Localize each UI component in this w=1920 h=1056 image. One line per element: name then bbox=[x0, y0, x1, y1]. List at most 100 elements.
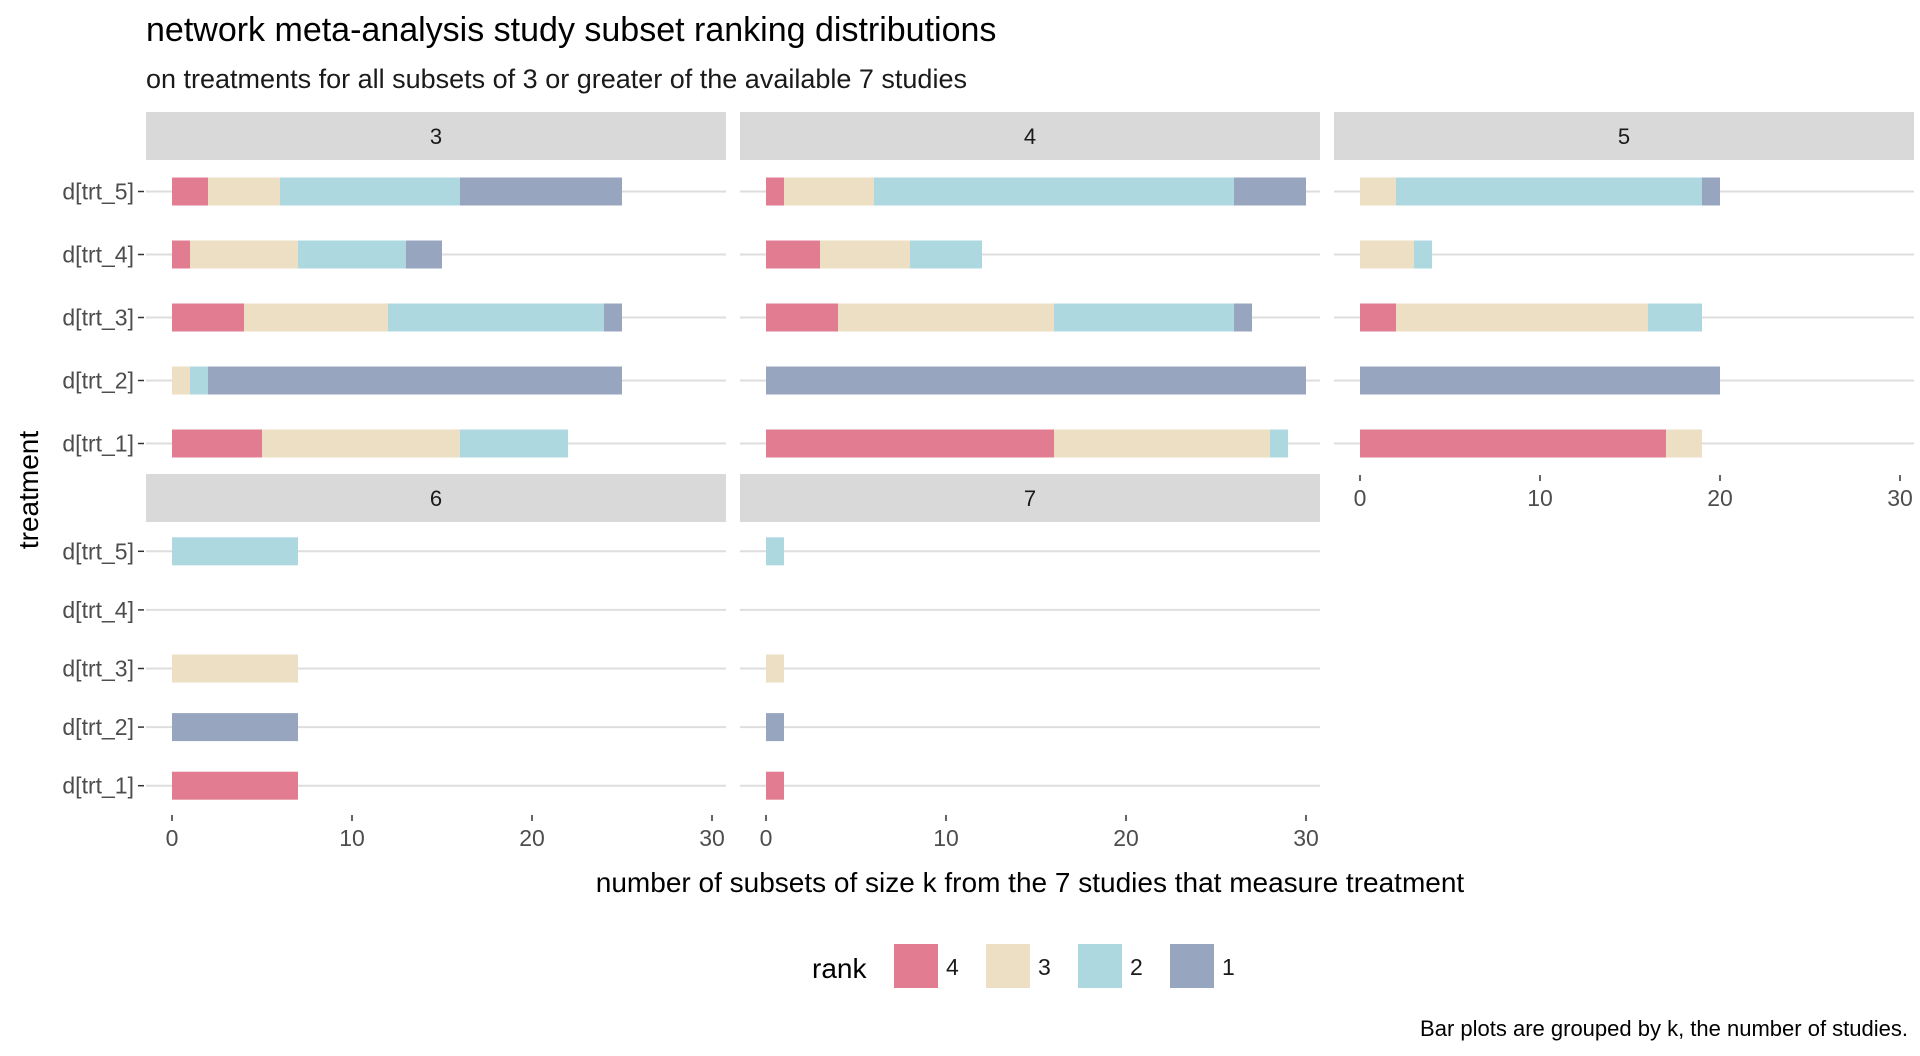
legend-label: 2 bbox=[1130, 954, 1143, 980]
bar-segment-rank-2 bbox=[1054, 303, 1234, 332]
bar-segment-rank-2 bbox=[1396, 177, 1702, 206]
bar-segment-rank-4 bbox=[172, 303, 244, 332]
bar-segment-rank-4 bbox=[766, 240, 820, 269]
x-tick-label: 0 bbox=[1354, 485, 1367, 511]
y-axis-label: treatment bbox=[13, 431, 44, 549]
legend-key-rank-1 bbox=[1170, 944, 1214, 988]
facet-strip bbox=[740, 112, 1320, 160]
bar-segment-rank-3 bbox=[838, 303, 1054, 332]
legend-label: 3 bbox=[1038, 954, 1051, 980]
facet-strip bbox=[146, 112, 726, 160]
bar-segment-rank-4 bbox=[766, 771, 784, 800]
x-tick-label: 20 bbox=[1707, 485, 1733, 511]
legend-key-rank-4 bbox=[894, 944, 938, 988]
facet-5: 5 0 10 20 30 bbox=[1334, 112, 1914, 511]
legend-label: 1 bbox=[1222, 954, 1235, 980]
x-tick-label: 10 bbox=[339, 825, 365, 851]
bar-segment-rank-1 bbox=[1234, 177, 1306, 206]
facet-strip bbox=[740, 474, 1320, 522]
bar-segment-rank-4 bbox=[172, 177, 208, 206]
facet-6: 6 d[trt_1] d[trt_2] d[trt_3] d[trt_4] d[trt_5… bbox=[62, 474, 726, 851]
bar-segment-rank-3 bbox=[1360, 240, 1414, 269]
bar-segment-rank-1 bbox=[766, 713, 784, 742]
chart-subtitle: on treatments for all subsets of 3 or gr… bbox=[146, 64, 967, 94]
chart-title: network meta-analysis study subset ranki… bbox=[146, 11, 996, 49]
bar-segment-rank-2 bbox=[766, 537, 784, 566]
bar-segment-rank-4 bbox=[766, 303, 838, 332]
facets-layer: 3 d[trt_1] d[trt_2] d[trt_3] d[trt_4] d[trt_5… bbox=[62, 112, 1914, 851]
bar-segment-rank-3 bbox=[1666, 429, 1702, 458]
x-tick-label: 0 bbox=[760, 825, 773, 851]
y-tick-label: d[trt_1] bbox=[62, 773, 134, 799]
bar-segment-rank-3 bbox=[190, 240, 298, 269]
chart-caption: Bar plots are grouped by k, the number o… bbox=[1420, 1016, 1908, 1041]
bar-segment-rank-3 bbox=[766, 654, 784, 683]
facet-strip bbox=[1334, 112, 1914, 160]
y-tick-label: d[trt_4] bbox=[62, 242, 134, 268]
bar-segment-rank-3 bbox=[172, 654, 298, 683]
bar-segment-rank-2 bbox=[298, 240, 406, 269]
x-axis-label: number of subsets of size k from the 7 s… bbox=[596, 867, 1465, 898]
bar-segment-rank-1 bbox=[1360, 366, 1720, 395]
bar-segment-rank-3 bbox=[784, 177, 874, 206]
bar-segment-rank-1 bbox=[208, 366, 622, 395]
y-tick-label: d[trt_1] bbox=[62, 431, 134, 457]
bar-segment-rank-1 bbox=[1234, 303, 1252, 332]
bar-segment-rank-2 bbox=[280, 177, 460, 206]
bar-segment-rank-1 bbox=[604, 303, 622, 332]
x-tick-label: 20 bbox=[519, 825, 545, 851]
facet-strip-label: 7 bbox=[1024, 486, 1036, 511]
y-tick-label: d[trt_5] bbox=[62, 538, 134, 564]
bar-segment-rank-4 bbox=[172, 240, 190, 269]
bar-segment-rank-2 bbox=[1648, 303, 1702, 332]
bar-segment-rank-3 bbox=[1396, 303, 1648, 332]
bar-segment-rank-1 bbox=[1702, 177, 1720, 206]
x-tick-label: 30 bbox=[1887, 485, 1913, 511]
facet-7: 7 0 10 20 30 bbox=[740, 474, 1320, 851]
bar-segment-rank-2 bbox=[874, 177, 1234, 206]
legend-key-rank-2 bbox=[1078, 944, 1122, 988]
y-tick-label: d[trt_2] bbox=[62, 714, 134, 740]
bar-segment-rank-4 bbox=[172, 429, 262, 458]
bar-segment-rank-4 bbox=[766, 177, 784, 206]
bar-segment-rank-3 bbox=[172, 366, 190, 395]
y-tick-label: d[trt_4] bbox=[62, 597, 134, 623]
bar-segment-rank-1 bbox=[766, 366, 1306, 395]
y-tick-label: d[trt_3] bbox=[62, 305, 134, 331]
facet-strip-label: 4 bbox=[1024, 124, 1036, 149]
y-tick-label: d[trt_3] bbox=[62, 656, 134, 682]
x-tick-label: 10 bbox=[933, 825, 959, 851]
x-tick-label: 20 bbox=[1113, 825, 1139, 851]
x-tick-label: 30 bbox=[1293, 825, 1319, 851]
legend-key-rank-3 bbox=[986, 944, 1030, 988]
facet-4: 4 bbox=[740, 112, 1320, 458]
bar-segment-rank-3 bbox=[1054, 429, 1270, 458]
bar-segment-rank-4 bbox=[172, 771, 298, 800]
bar-segment-rank-1 bbox=[172, 713, 298, 742]
bar-segment-rank-3 bbox=[208, 177, 280, 206]
y-tick-label: d[trt_2] bbox=[62, 368, 134, 394]
facet-strip-label: 6 bbox=[430, 486, 442, 511]
bar-segment-rank-3 bbox=[820, 240, 910, 269]
facet-strip-label: 5 bbox=[1618, 124, 1630, 149]
x-tick-label: 0 bbox=[166, 825, 179, 851]
x-tick-label: 10 bbox=[1527, 485, 1553, 511]
legend-title: rank bbox=[812, 953, 867, 984]
bar-segment-rank-3 bbox=[262, 429, 460, 458]
bar-segment-rank-4 bbox=[1360, 303, 1396, 332]
bar-segment-rank-4 bbox=[1360, 429, 1666, 458]
facet-strip bbox=[146, 474, 726, 522]
legend-label: 4 bbox=[946, 954, 959, 980]
bar-segment-rank-2 bbox=[190, 366, 208, 395]
facet-3: 3 d[trt_1] d[trt_2] d[trt_3] d[trt_4] d[trt_5… bbox=[62, 112, 726, 458]
x-tick-label: 30 bbox=[699, 825, 725, 851]
bar-segment-rank-3 bbox=[244, 303, 388, 332]
bar-segment-rank-1 bbox=[406, 240, 442, 269]
bar-segment-rank-2 bbox=[1270, 429, 1288, 458]
bar-segment-rank-2 bbox=[388, 303, 604, 332]
bar-segment-rank-2 bbox=[1414, 240, 1432, 269]
bar-segment-rank-4 bbox=[766, 429, 1054, 458]
bar-segment-rank-1 bbox=[460, 177, 622, 206]
bar-segment-rank-2 bbox=[172, 537, 298, 566]
